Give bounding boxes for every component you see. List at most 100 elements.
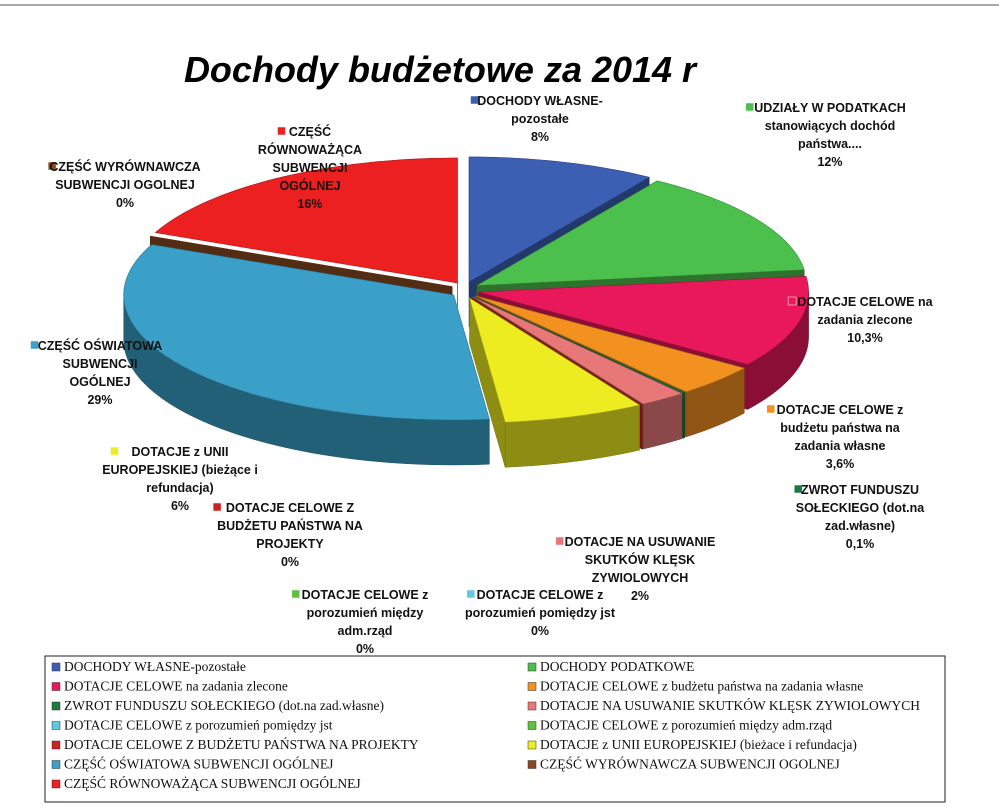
value-label: 8% (531, 130, 549, 144)
legend-label: CZĘŚĆ RÓWNOWAŻĄCA SUBWENCJI OGÓLNEJ (64, 776, 361, 791)
legend-label: DOTACJE CELOWE z porozumień między adm.r… (540, 718, 832, 733)
data-label: CZĘŚĆ (289, 124, 331, 139)
legend-marker (527, 662, 537, 672)
legend-label: DOTACJE CELOWE Z BUDŻETU PAŃSTWA NA PROJ… (64, 737, 419, 752)
slice (476, 180, 805, 286)
data-label: ZWROT FUNDUSZU (801, 483, 919, 497)
slice (468, 156, 651, 283)
data-label: zad.własne) (825, 519, 895, 533)
data-label: DOTACJE z UNII (132, 445, 229, 459)
data-label: SUBWENCJI OGOLNEJ (55, 178, 195, 192)
label-marker (766, 404, 776, 414)
data-label: DOTACJE CELOWE z (302, 588, 429, 602)
slice (472, 296, 683, 405)
legend-marker (527, 682, 537, 691)
label-marker (212, 502, 222, 512)
data-label: DOTACJE CELOWE Z (226, 501, 355, 515)
label-marker (787, 296, 797, 306)
data-label: państwa.... (798, 137, 862, 151)
slice (475, 295, 746, 393)
slice (468, 297, 641, 423)
data-label: PROJEKTY (256, 537, 324, 551)
data-label: CZĘŚĆ OŚWIATOWA (38, 338, 163, 353)
legend-marker (51, 740, 61, 750)
data-label: DOTACJE CELOWE na (797, 295, 933, 309)
data-label: SUBWENCJI (62, 357, 137, 371)
label-marker (110, 446, 119, 456)
legend-label: DOTACJE NA USUWANIE SKUTKÓW KLĘSK ZYWIOL… (540, 698, 920, 713)
data-label: pozostałe (511, 112, 569, 126)
legend-label: DOTACJE z UNII EUROPEJSKIEJ (bieżace i r… (540, 737, 857, 752)
value-label: 29% (87, 393, 112, 407)
data-label: RÓWNOWAŻĄCA (258, 142, 362, 157)
legend-marker (51, 760, 61, 769)
data-label: DOTACJE CELOWE z (777, 403, 904, 417)
slice (473, 296, 686, 394)
data-label: porozumień pomiędzy jst (465, 606, 616, 620)
value-label: 0% (356, 642, 374, 656)
legend-label: CZĘŚĆ OŚWIATOWA SUBWENCJI OGÓLNEJ (64, 757, 333, 772)
label-marker (277, 126, 286, 136)
label-marker (555, 536, 564, 546)
legend-marker (527, 760, 537, 769)
data-label: zadania własne (794, 439, 885, 453)
legend-marker (51, 662, 61, 672)
label-marker (470, 95, 479, 105)
legend-label: ZWROT FUNDUSZU SOŁECKIEGO (dot.na zad.wł… (64, 698, 384, 713)
value-label: 6% (171, 499, 189, 513)
value-label: 0,1% (846, 537, 875, 551)
value-label: 16% (297, 197, 322, 211)
slice (123, 244, 490, 421)
legend-marker (51, 721, 61, 730)
data-label: BUDŻETU PAŃSTWA NA (217, 518, 363, 533)
legend-label: DOCHODY PODATKOWE (540, 659, 694, 674)
legend-marker (51, 682, 61, 691)
label-marker (793, 484, 803, 494)
chart-title: Dochody budżetowe za 2014 r (184, 49, 698, 90)
label-marker (291, 589, 301, 599)
value-label: 2% (631, 589, 649, 603)
data-label: EUROPEJSKIEJ (bieżące i (102, 463, 258, 477)
data-label: refundacja) (146, 481, 213, 495)
value-label: 10,3% (847, 331, 882, 345)
slice (478, 275, 809, 365)
data-label: adm.rząd (338, 624, 393, 638)
data-label: CZĘŚĆ WYRÓWNAWCZA (49, 159, 200, 174)
label-marker (745, 102, 754, 112)
value-label: 0% (281, 555, 299, 569)
data-label: DOTACJE NA USUWANIE (565, 535, 716, 549)
data-label: zadania zlecone (817, 313, 912, 327)
data-label: porozumień między (307, 606, 424, 620)
data-label: UDZIAŁY W PODATKACH (754, 101, 906, 115)
label-marker (30, 340, 39, 350)
data-label: OGÓLNEJ (279, 178, 340, 193)
data-label: SOŁECKIEGO (dot.na (796, 501, 926, 515)
legend-marker (527, 740, 537, 750)
slice (154, 157, 458, 284)
data-label: ZYWIOLOWYCH (592, 571, 689, 585)
legend-marker (527, 701, 537, 711)
legend-label: DOTACJE CELOWE na zadania zlecone (64, 679, 288, 694)
value-label: 3,6% (826, 457, 855, 471)
value-label: 0% (531, 624, 549, 638)
label-marker (466, 589, 476, 599)
value-label: 12% (817, 155, 842, 169)
value-label: 0% (116, 196, 134, 210)
legend-marker (51, 701, 61, 711)
legend-label: CZĘŚĆ WYRÓWNAWCZA SUBWENCJI OGOLNEJ (540, 757, 840, 772)
data-label: OGÓLNEJ (69, 374, 130, 389)
label-marker (47, 161, 57, 171)
data-label: DOCHODY WŁASNE- (477, 94, 602, 108)
legend-label: DOTACJE CELOWE z porozumień pomiędzy jst (64, 718, 333, 733)
legend-marker (51, 779, 61, 789)
data-label: budżetu państwa na (780, 421, 901, 435)
legend-label: DOCHODY WŁASNE-pozostałe (64, 659, 246, 674)
data-label: stanowiących dochód (765, 119, 896, 133)
data-label: SUBWENCJI (272, 161, 347, 175)
legend-label: DOTACJE CELOWE z budżetu państwa na zada… (540, 679, 863, 694)
legend-marker (527, 721, 537, 730)
data-label: DOTACJE CELOWE z (477, 588, 604, 602)
data-label: SKUTKÓW KLĘSK (585, 552, 695, 567)
legend-box (44, 655, 946, 803)
